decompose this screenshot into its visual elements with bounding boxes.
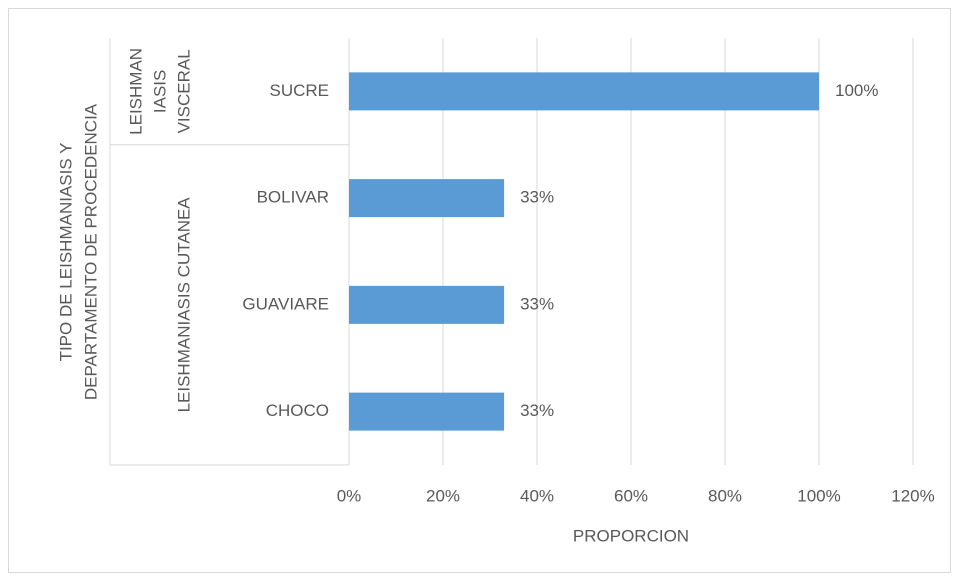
x-tick-label: 0% [337, 486, 362, 505]
x-tick-label: 120% [891, 486, 934, 505]
y-axis-title: TIPO DE LEISHMANIASIS Y [56, 143, 75, 362]
bar [349, 72, 819, 111]
group-label: IASIS [150, 70, 169, 113]
y-tick-label: GUAVIARE [242, 294, 329, 313]
y-tick-label: CHOCO [266, 401, 329, 420]
x-tick-label: 100% [797, 486, 840, 505]
x-axis-title: PROPORCION [573, 526, 689, 545]
y-tick-label: BOLIVAR [257, 188, 329, 207]
group-label: VISCERAL [174, 49, 193, 133]
x-tick-label: 60% [614, 486, 648, 505]
x-tick-label: 40% [520, 486, 554, 505]
group-label: LEISHMAN [126, 48, 145, 135]
group-label: LEISHMANIASIS CUTANEA [174, 197, 193, 413]
bar [349, 392, 505, 431]
bar [349, 285, 505, 324]
bar [349, 179, 505, 218]
data-label: 33% [520, 188, 554, 207]
y-axis-title: DEPARTAMENTO DE PROCEDENCIA [81, 103, 100, 400]
y-tick-label: SUCRE [269, 81, 329, 100]
data-label: 33% [520, 401, 554, 420]
data-label: 33% [520, 294, 554, 313]
x-tick-label: 20% [426, 486, 460, 505]
x-tick-label: 80% [708, 486, 742, 505]
data-label: 100% [835, 81, 878, 100]
